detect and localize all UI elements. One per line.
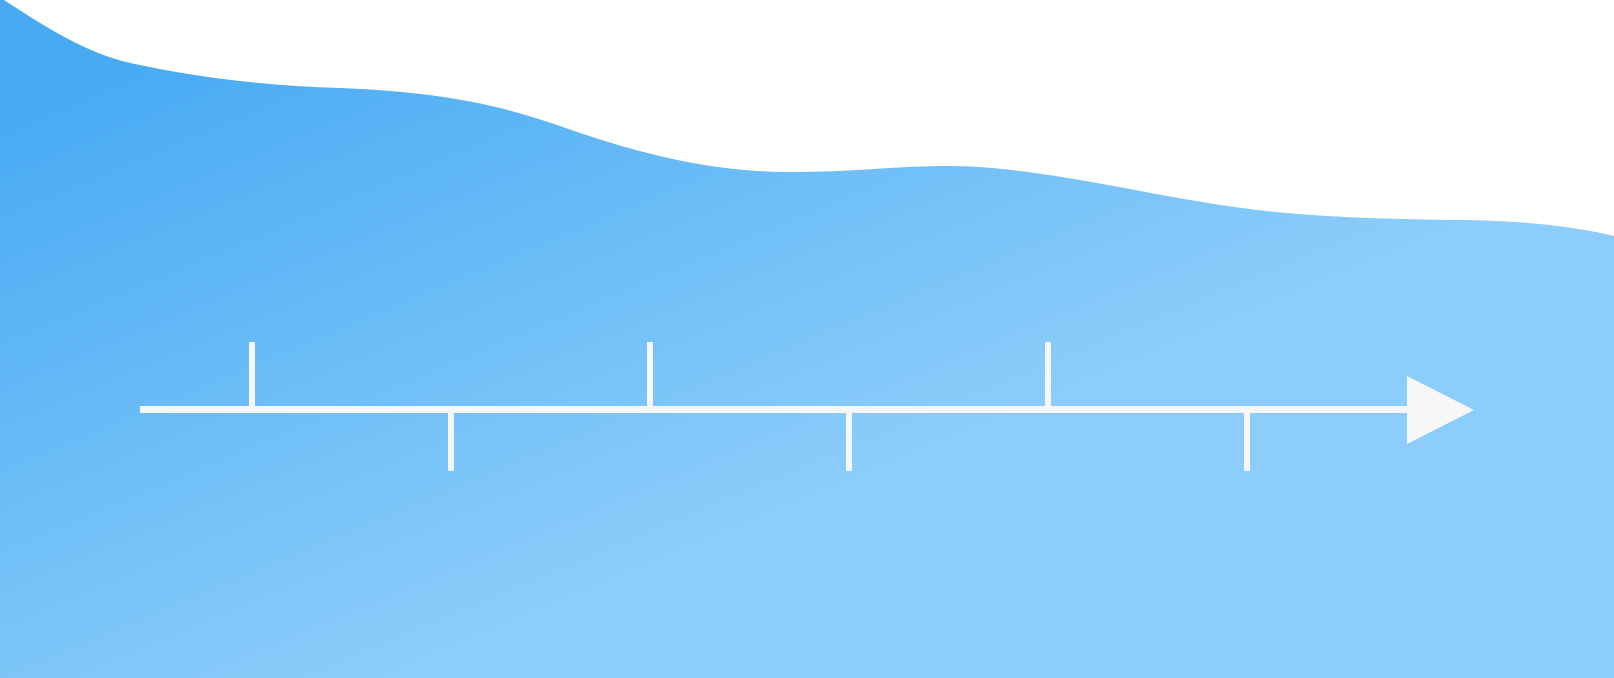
timeline-axis-line xyxy=(140,406,1410,413)
timeline-tick-5-up xyxy=(1045,342,1051,407)
timeline-tick-6-down xyxy=(1244,412,1250,471)
timeline xyxy=(140,342,1474,471)
timeline-tick-2-down xyxy=(448,412,454,471)
timeline-arrowhead-icon xyxy=(1407,376,1474,444)
timeline-tick-1-up xyxy=(249,342,255,407)
timeline-tick-4-down xyxy=(846,412,852,471)
timeline-tick-3-up xyxy=(647,342,653,407)
timeline-ticks xyxy=(249,342,1250,471)
